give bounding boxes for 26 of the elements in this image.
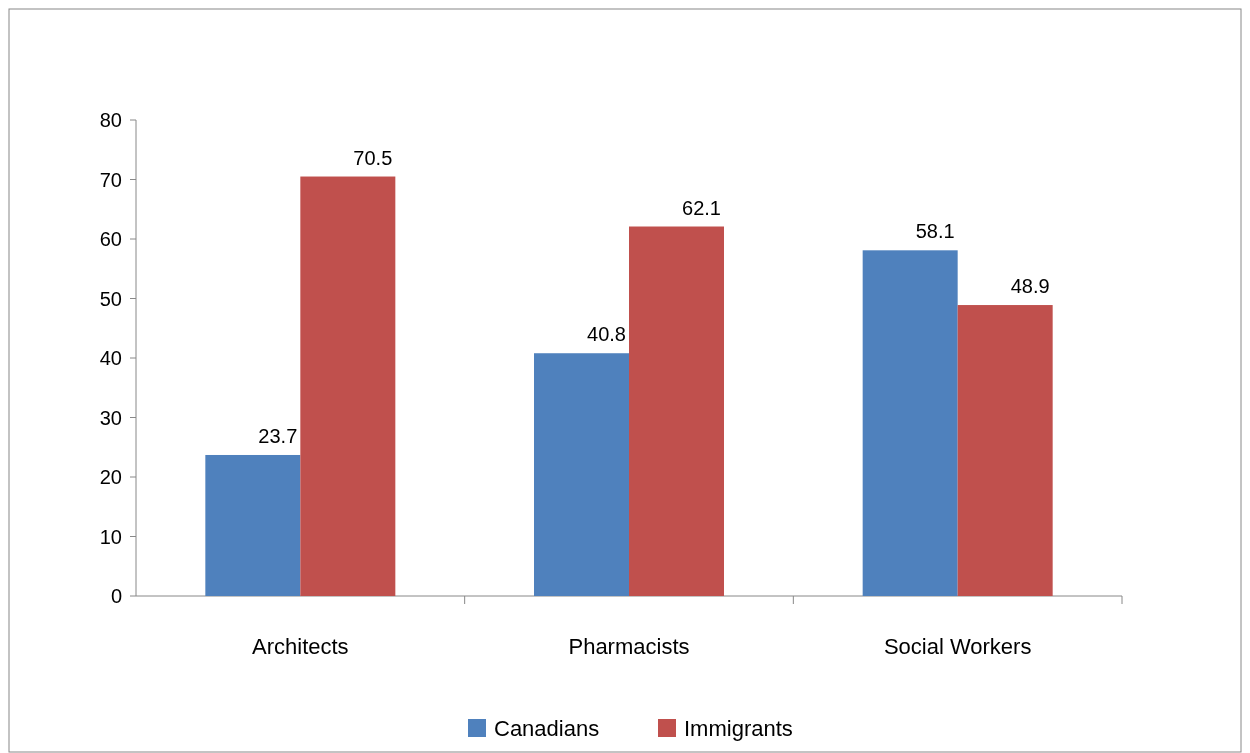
y-tick-label: 60 xyxy=(99,228,122,250)
y-tick-label: 40 xyxy=(99,347,122,369)
bar xyxy=(862,250,958,596)
data-label: 62.1 xyxy=(682,196,721,219)
legend-label: Canadians xyxy=(494,715,600,741)
y-tick-label: 30 xyxy=(99,406,122,429)
bar xyxy=(957,305,1053,596)
y-tick-label: 10 xyxy=(99,525,122,548)
data-label: 48.9 xyxy=(1010,275,1050,298)
bar xyxy=(629,226,724,596)
y-tick-label: 50 xyxy=(99,287,122,310)
y-tick-label: 20 xyxy=(99,466,122,488)
x-tick-label: Social Workers xyxy=(883,634,1032,659)
y-tick-label: 80 xyxy=(99,109,122,131)
y-tick-label: 70 xyxy=(99,168,122,191)
bar xyxy=(205,454,301,596)
y-tick-label: 0 xyxy=(110,585,122,607)
legend-label: Immigrants xyxy=(684,715,793,741)
bar xyxy=(534,353,629,596)
data-label: 58.1 xyxy=(915,220,955,243)
data-label: 70.5 xyxy=(353,146,393,169)
x-tick-label: Pharmacists xyxy=(568,634,690,659)
data-label: 23.7 xyxy=(258,424,298,447)
data-label: 40.8 xyxy=(587,323,626,346)
bar xyxy=(300,176,396,596)
x-tick-label: Architects xyxy=(252,634,349,659)
